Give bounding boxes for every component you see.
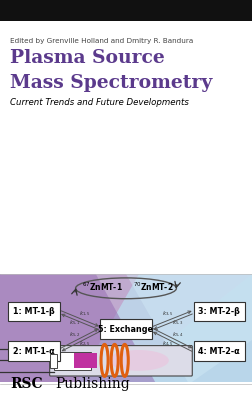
FancyBboxPatch shape bbox=[194, 342, 245, 361]
Bar bbox=[0, 274, 252, 384]
Bar bbox=[50, 354, 57, 368]
Polygon shape bbox=[76, 274, 252, 384]
FancyBboxPatch shape bbox=[194, 302, 245, 321]
Text: $k_{5,4}$: $k_{5,4}$ bbox=[172, 331, 184, 339]
Text: Publishing: Publishing bbox=[55, 377, 130, 391]
Text: $k_{1,5}$: $k_{1,5}$ bbox=[79, 310, 91, 318]
Polygon shape bbox=[126, 274, 252, 384]
Polygon shape bbox=[113, 274, 252, 384]
Text: $k_{4,5}$: $k_{4,5}$ bbox=[162, 340, 173, 348]
Bar bbox=[74, 353, 97, 368]
Text: $k_{3,5}$: $k_{3,5}$ bbox=[162, 310, 173, 318]
FancyBboxPatch shape bbox=[9, 342, 60, 361]
Ellipse shape bbox=[108, 350, 169, 371]
Bar bbox=[0, 0, 252, 21]
Text: 2: MT-1-α: 2: MT-1-α bbox=[13, 346, 55, 356]
Text: Current Trends and Future Developments: Current Trends and Future Developments bbox=[10, 98, 189, 107]
FancyBboxPatch shape bbox=[50, 346, 192, 376]
Text: Plasma Source: Plasma Source bbox=[10, 49, 165, 67]
Bar bbox=[0, 21, 252, 274]
Text: RSC: RSC bbox=[10, 377, 43, 391]
Text: $k_{5,2}$: $k_{5,2}$ bbox=[69, 331, 81, 339]
Bar bbox=[54, 352, 91, 370]
Text: 4: MT-2-α: 4: MT-2-α bbox=[198, 346, 240, 356]
Text: 3: MT-2-β: 3: MT-2-β bbox=[198, 307, 240, 316]
Bar bbox=[0, 382, 252, 400]
Text: $k_{5,3}$: $k_{5,3}$ bbox=[172, 319, 183, 327]
FancyBboxPatch shape bbox=[9, 302, 60, 321]
Text: Mass Spectrometry: Mass Spectrometry bbox=[10, 74, 212, 92]
Text: $k_{5,1}$: $k_{5,1}$ bbox=[69, 319, 81, 327]
Polygon shape bbox=[0, 274, 156, 384]
Text: 1: MT-1-β: 1: MT-1-β bbox=[13, 307, 55, 316]
Text: $k_{2,5}$: $k_{2,5}$ bbox=[79, 340, 91, 348]
Text: $^{70}$ZnMT-2: $^{70}$ZnMT-2 bbox=[133, 281, 174, 293]
Text: 5: Exchange: 5: Exchange bbox=[99, 324, 153, 334]
Text: $^{67}$ZnMT-1: $^{67}$ZnMT-1 bbox=[82, 281, 122, 293]
Text: Edited by Grenville Holland and Dmitry R. Bandura: Edited by Grenville Holland and Dmitry R… bbox=[10, 38, 193, 44]
FancyBboxPatch shape bbox=[100, 319, 151, 338]
